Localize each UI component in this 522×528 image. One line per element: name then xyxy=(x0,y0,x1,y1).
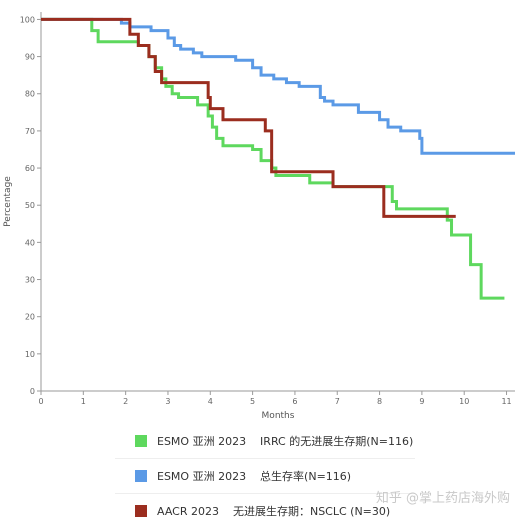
x-tick-label: 3 xyxy=(165,397,170,406)
legend-label: ESMO 亚洲 2023 IRRC 的无进展生存期(N=116) xyxy=(157,435,414,448)
legend-swatch xyxy=(135,505,147,517)
x-tick-label: 11 xyxy=(501,397,511,406)
legend-swatch xyxy=(135,435,147,447)
y-tick-label: 70 xyxy=(25,127,35,136)
y-tick-label: 90 xyxy=(25,53,35,62)
legend-item-pfs-irrc[interactable]: ESMO 亚洲 2023 IRRC 的无进展生存期(N=116) xyxy=(115,424,415,459)
x-tick-label: 1 xyxy=(81,397,86,406)
x-tick-label: 2 xyxy=(123,397,128,406)
series-line-2 xyxy=(41,17,456,218)
x-tick-label: 4 xyxy=(208,397,213,406)
y-tick-label: 50 xyxy=(25,201,35,210)
y-tick-label: 0 xyxy=(30,387,35,396)
y-tick-label: 60 xyxy=(25,164,35,173)
km-chart: 0 10 20 30 40 50 60 70 80 90 100 0 1 2 3 4 5 6 7 8 9 10 11 Mont… xyxy=(3,12,515,420)
y-tick-label: 30 xyxy=(25,276,35,285)
y-tick-label: 10 xyxy=(25,350,35,359)
legend-label: AACR 2023 无进展生存期：NSCLC (N=30) xyxy=(157,505,391,518)
y-tick-label: 20 xyxy=(25,313,35,322)
y-tick-label: 40 xyxy=(25,238,35,247)
legend-item-pfs-nsclc[interactable]: AACR 2023 无进展生存期：NSCLC (N=30) xyxy=(115,494,415,528)
legend-label: ESMO 亚洲 2023 总生存率(N=116) xyxy=(157,470,352,483)
legend-item-os[interactable]: ESMO 亚洲 2023 总生存率(N=116) xyxy=(115,459,415,494)
x-tick-label: 0 xyxy=(38,397,43,406)
x-tick-label: 8 xyxy=(377,397,382,406)
x-tick-label: 9 xyxy=(419,397,424,406)
x-tick-label: 5 xyxy=(250,397,255,406)
x-tick-label: 7 xyxy=(335,397,340,406)
y-tick-label: 100 xyxy=(20,15,35,24)
watermark: 知乎 @掌上药店海外购 xyxy=(375,491,510,506)
legend: ESMO 亚洲 2023 IRRC 的无进展生存期(N=116) ESMO 亚洲… xyxy=(115,424,415,528)
x-tick-label: 6 xyxy=(292,397,297,406)
series-line-1 xyxy=(41,17,515,155)
x-tick-label: 10 xyxy=(459,397,469,406)
x-axis-title: Months xyxy=(262,411,295,420)
y-tick-label: 80 xyxy=(25,90,35,99)
y-axis-title: Percentage xyxy=(3,176,13,227)
legend-swatch xyxy=(135,470,147,482)
